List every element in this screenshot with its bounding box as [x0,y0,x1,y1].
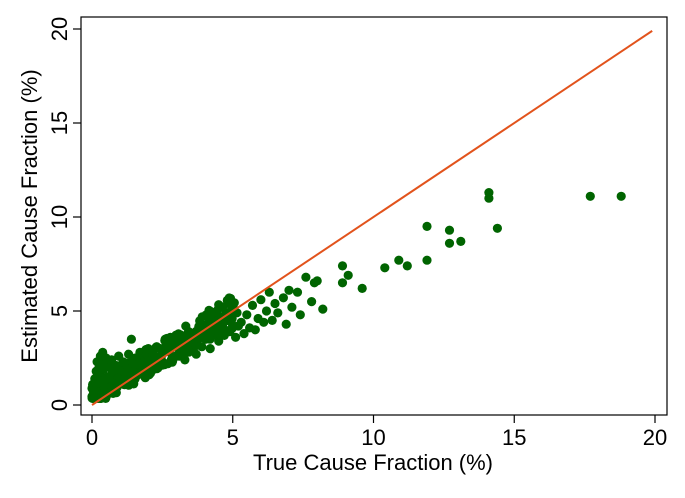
data-point [168,356,177,365]
data-point [307,297,316,306]
y-tick-label: 5 [47,305,72,317]
data-point [268,316,277,325]
data-point [380,263,389,272]
data-point [456,237,465,246]
x-tick-label: 20 [643,425,667,450]
data-point [358,284,367,293]
y-tick-label: 15 [47,111,72,135]
data-point [318,305,327,314]
data-point [185,347,194,356]
data-point [293,288,302,297]
scatter-chart: 0 5 10 15 20 0 5 10 15 20 True Cause Fraction (%… [0,0,685,498]
data-point [287,303,296,312]
data-point [493,224,502,233]
data-point [338,278,347,287]
data-point [228,314,237,323]
data-point [152,364,161,373]
data-point [273,308,282,317]
data-point [403,261,412,270]
data-point [215,329,224,338]
data-point [422,222,431,231]
x-tick-label: 15 [502,425,526,450]
data-point [251,325,260,334]
data-point [223,296,232,305]
y-tick-label: 10 [47,205,72,229]
data-point [282,320,291,329]
data-point [617,192,626,201]
data-point [344,271,353,280]
data-point [262,306,271,315]
data-point [242,310,251,319]
data-point [162,340,171,349]
data-point [296,310,305,319]
y-tick-label: 0 [47,399,72,411]
data-point [248,301,257,310]
data-point [206,344,215,353]
data-point [194,322,203,331]
data-point [445,239,454,248]
data-point [231,333,240,342]
data-point [237,318,246,327]
data-point [422,256,431,265]
data-point [279,293,288,302]
x-tick-label: 0 [86,425,98,450]
x-tick-label: 10 [361,425,385,450]
data-point [284,286,293,295]
data-point [134,359,143,368]
data-point [586,192,595,201]
plot-background [0,0,685,498]
data-point [270,299,279,308]
y-axis-title: Estimated Cause Fraction (%) [17,69,42,362]
data-point [313,276,322,285]
data-point [394,256,403,265]
data-point [205,335,214,344]
data-point [256,295,265,304]
data-point [301,273,310,282]
y-tick-label: 20 [47,17,72,41]
data-point [214,304,223,313]
data-point [338,261,347,270]
data-point [152,343,161,352]
data-point [127,335,136,344]
x-tick-label: 5 [227,425,239,450]
data-point [100,375,109,384]
data-point [259,318,268,327]
data-point [202,310,211,319]
data-point [484,194,493,203]
x-axis-title: True Cause Fraction (%) [253,450,493,475]
data-point [445,226,454,235]
